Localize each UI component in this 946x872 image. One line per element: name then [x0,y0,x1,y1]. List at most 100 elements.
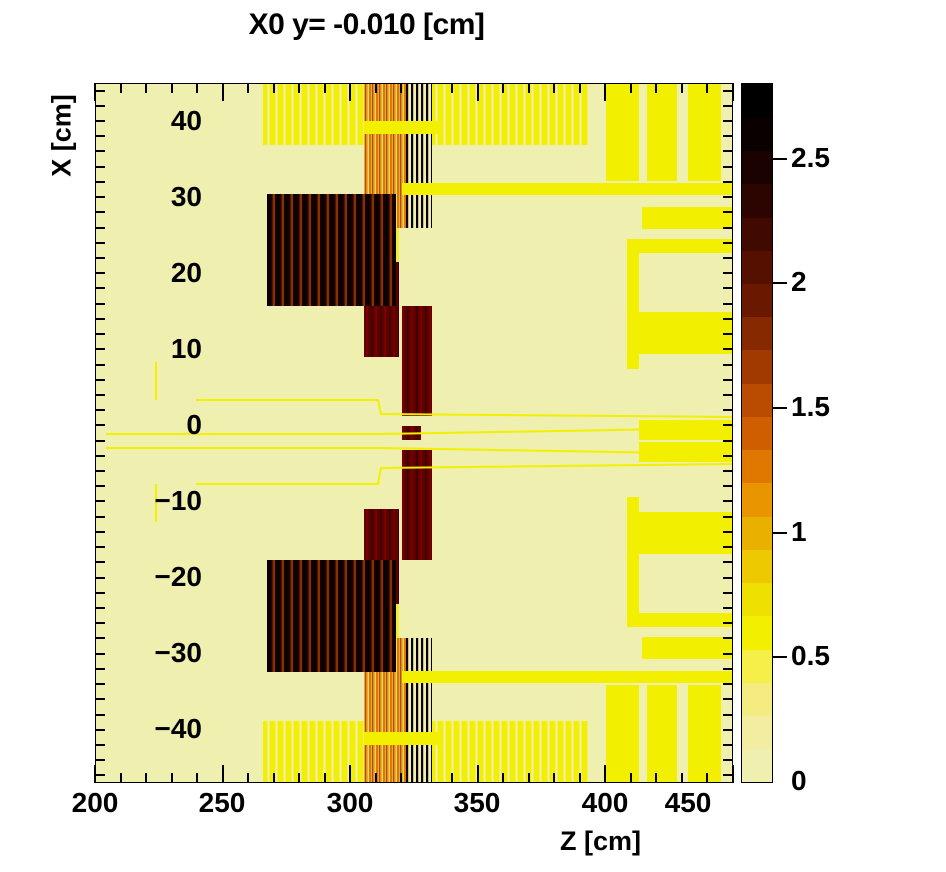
x-tickmark [119,83,122,93]
x-tickmark [451,83,454,93]
palette-tick-label: 1.5 [791,391,830,423]
x-tickmark [221,765,224,783]
y-tickmark [723,180,733,183]
y-tickmark [723,637,733,640]
y-tickmark [95,241,105,244]
y-tickmark [723,683,733,686]
x-tickmark [629,83,632,93]
y-tickmark [95,713,105,716]
y-tickmark [95,683,105,686]
x-tickmark [655,773,658,783]
y-tickmark [723,743,733,746]
palette-tickmark [773,157,787,160]
x-tickmark [553,83,556,93]
palette-band [742,150,772,185]
y-tickmark [723,135,733,138]
histogram-frame [95,83,733,783]
x-tickmark [221,83,224,101]
y-tick-label: −30 [154,637,203,668]
x-tickmark [680,83,683,93]
x-tickmark [425,773,428,783]
y-tickmark [95,150,105,153]
y-tickmark [95,576,105,579]
palette-band [742,449,772,484]
palette-tickmark [773,531,787,534]
y-tickmark [95,439,105,442]
y-tickmark [723,576,733,579]
palette-band [742,582,772,617]
palette-band [742,84,772,118]
y-tickmark [723,393,733,396]
palette-tickmark [773,656,787,659]
y-tickmark [723,470,733,473]
y-tickmark [723,348,733,351]
y-tickmark [95,561,105,564]
y-tickmark [95,257,105,259]
y-tickmark [95,317,105,320]
y-tickmark [95,363,105,366]
x-tick-label: 450 [664,787,712,818]
y-tickmark [723,774,733,777]
y-tick-label: −20 [154,561,203,592]
palette-tick-label: 1 [791,515,807,547]
y-tickmark [723,561,733,564]
y-tickmark [95,302,105,305]
palette-band [742,715,772,750]
x-tickmark [425,83,428,93]
x-tickmark [476,83,479,101]
color-palette [741,83,773,783]
y-tick-label: 20 [170,257,202,288]
y-tickmark [95,485,105,488]
x-tickmark [578,83,581,93]
y-tickmark [723,165,733,168]
x-tickmark [629,773,632,783]
y-tickmark [95,743,105,746]
x-tickmark [298,83,301,93]
y-tickmark [95,652,105,655]
y-tickmark [95,728,105,731]
y-tickmark [95,120,105,123]
y-tickmark [723,424,733,427]
y-tick-label: −40 [154,713,203,744]
palette-tickmark [773,282,787,285]
x-tickmark [451,773,454,783]
x-tickmark [196,83,199,93]
y-tickmark [723,454,733,457]
x-tickmark [196,773,199,783]
y-tickmark [723,257,733,259]
x-tickmark [680,773,683,783]
palette-band [742,183,772,218]
y-tick-label: 0 [186,409,202,440]
y-tickmark [723,272,733,275]
x-tickmark [604,83,607,101]
x-tickmark [272,83,275,93]
x-tickmark [119,773,122,783]
x-tickmark [374,83,377,93]
y-axis-label: X [cm] [46,94,77,177]
x-tickmark [323,83,326,93]
palette-band [742,682,772,717]
x-tickmark [502,83,505,93]
palette-tick-label: 2.5 [791,141,830,173]
y-tickmark [95,546,105,549]
x-tick-label: 400 [581,787,629,818]
y-tickmark [723,241,733,244]
y-tickmark [723,287,733,290]
y-tickmark [723,211,733,214]
y-tickmark [723,104,733,107]
palette-band [742,482,772,517]
y-tickmark [95,348,105,351]
y-tickmark [723,728,733,731]
y-tickmark [95,287,105,290]
y-tickmark [723,409,733,412]
y-tickmark [95,424,105,427]
x-tickmark [400,773,403,783]
y-tickmark [723,667,733,670]
x-tickmark [94,83,96,101]
y-tickmark [723,652,733,655]
y-tick-label: 40 [170,105,202,136]
x-tickmark [170,773,173,783]
x-tickmark [502,773,505,783]
y-tickmark [95,500,105,503]
y-tickmark [723,363,733,366]
